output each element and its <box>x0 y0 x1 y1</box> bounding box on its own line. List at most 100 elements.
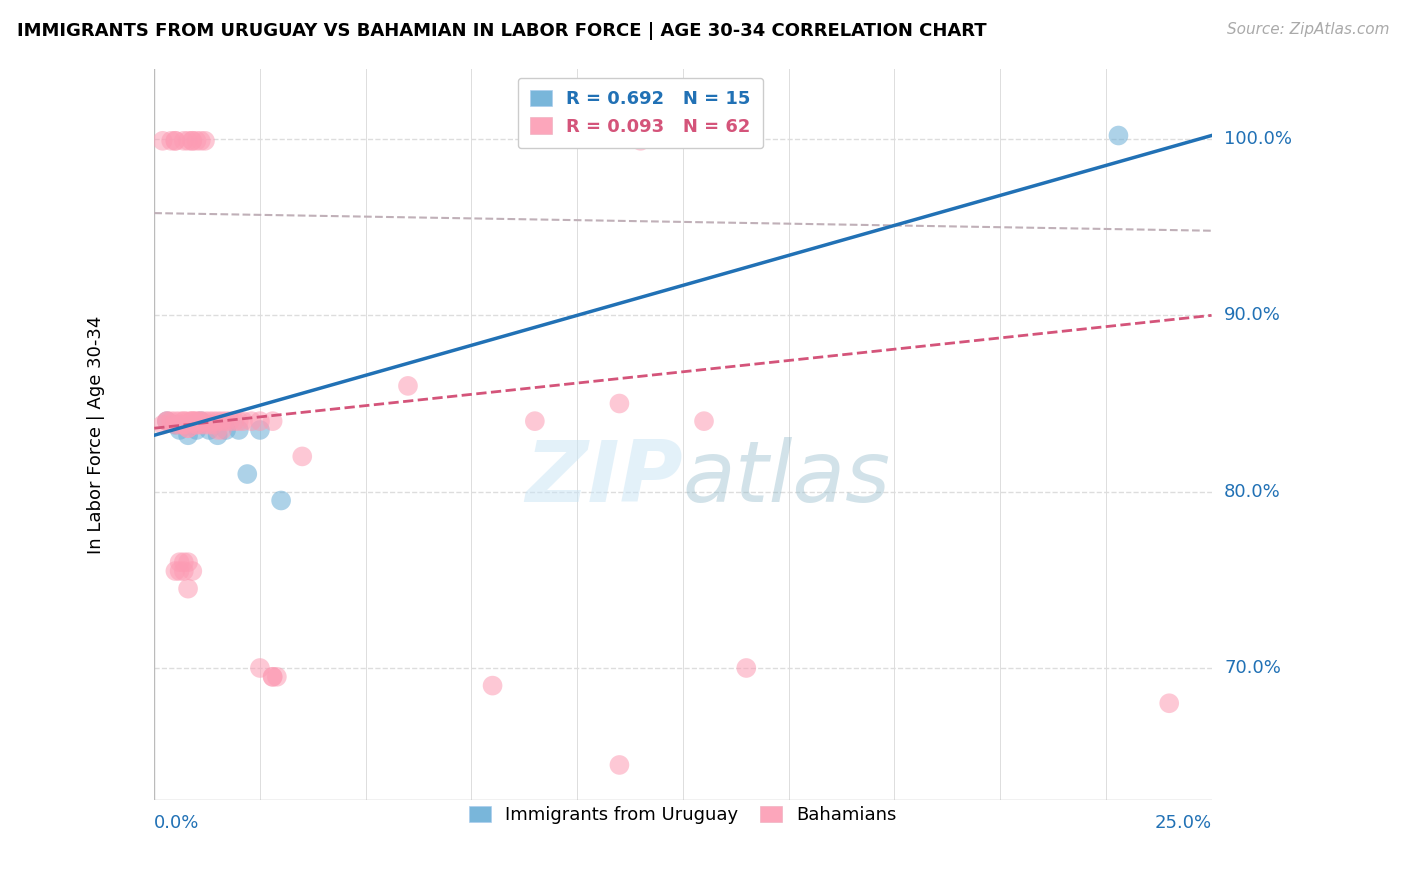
Point <box>181 414 204 428</box>
Point <box>224 414 246 428</box>
Point <box>194 414 217 428</box>
Point <box>177 417 200 432</box>
Point <box>262 670 284 684</box>
Point <box>152 417 174 432</box>
Point <box>173 417 195 432</box>
Point <box>249 414 271 428</box>
Point <box>236 467 259 481</box>
Text: 100.0%: 100.0% <box>1225 130 1292 148</box>
Point <box>219 414 242 428</box>
Point <box>186 414 208 428</box>
Point <box>181 414 204 428</box>
Point <box>186 417 208 432</box>
Point <box>181 414 204 428</box>
Point <box>165 134 187 148</box>
Point <box>207 423 229 437</box>
Point <box>266 670 288 684</box>
Point <box>207 428 229 442</box>
Point <box>173 134 195 148</box>
Point <box>190 414 212 428</box>
Point <box>523 414 546 428</box>
Point <box>177 555 200 569</box>
Point <box>165 414 187 428</box>
Point <box>181 134 204 148</box>
Point <box>169 555 191 569</box>
Point <box>169 564 191 578</box>
Text: 25.0%: 25.0% <box>1154 814 1212 832</box>
Point <box>186 414 208 428</box>
Point <box>177 421 200 435</box>
Point <box>1107 128 1129 143</box>
Point <box>232 414 254 428</box>
Point <box>152 134 174 148</box>
Text: IMMIGRANTS FROM URUGUAY VS BAHAMIAN IN LABOR FORCE | AGE 30-34 CORRELATION CHART: IMMIGRANTS FROM URUGUAY VS BAHAMIAN IN L… <box>17 22 987 40</box>
Point <box>249 661 271 675</box>
Point <box>228 423 250 437</box>
Point <box>181 134 204 148</box>
Point <box>177 134 200 148</box>
Point <box>177 428 200 442</box>
Point <box>211 414 233 428</box>
Text: 80.0%: 80.0% <box>1225 483 1281 500</box>
Point <box>1159 696 1181 710</box>
Point <box>173 555 195 569</box>
Text: 70.0%: 70.0% <box>1225 659 1281 677</box>
Point <box>194 417 217 432</box>
Point <box>190 414 212 428</box>
Point <box>186 134 208 148</box>
Point <box>249 423 271 437</box>
Text: Source: ZipAtlas.com: Source: ZipAtlas.com <box>1226 22 1389 37</box>
Point <box>262 670 284 684</box>
Text: 90.0%: 90.0% <box>1225 306 1281 325</box>
Point <box>240 414 263 428</box>
Text: ZIP: ZIP <box>526 437 683 520</box>
Point <box>165 417 187 432</box>
Text: 0.0%: 0.0% <box>155 814 200 832</box>
Point <box>735 661 758 675</box>
Point <box>177 582 200 596</box>
Point <box>211 423 233 437</box>
Point <box>177 414 200 428</box>
Point <box>173 414 195 428</box>
Point <box>198 423 221 437</box>
Point <box>190 417 212 432</box>
Point <box>190 414 212 428</box>
Point <box>609 396 631 410</box>
Point <box>173 417 195 432</box>
Point <box>173 564 195 578</box>
Point <box>228 414 250 428</box>
Point <box>181 417 204 432</box>
Point <box>186 423 208 437</box>
Text: In Labor Force | Age 30-34: In Labor Force | Age 30-34 <box>87 315 105 554</box>
Legend: Immigrants from Uruguay, Bahamians: Immigrants from Uruguay, Bahamians <box>458 795 907 835</box>
Point <box>165 134 187 148</box>
Point <box>198 414 221 428</box>
Point <box>169 423 191 437</box>
Point <box>156 414 179 428</box>
Point <box>194 134 217 148</box>
Point <box>198 417 221 432</box>
Point <box>190 134 212 148</box>
Point <box>177 421 200 435</box>
Point <box>262 414 284 428</box>
Point <box>186 417 208 432</box>
Point <box>169 417 191 432</box>
Point <box>156 414 179 428</box>
Point <box>160 134 183 148</box>
Point <box>693 414 716 428</box>
Point <box>396 379 419 393</box>
Point <box>481 679 503 693</box>
Point <box>202 417 225 432</box>
Point <box>291 450 314 464</box>
Point <box>165 417 187 432</box>
Point <box>181 564 204 578</box>
Point <box>160 414 183 428</box>
Point <box>609 758 631 772</box>
Point <box>173 414 195 428</box>
Point <box>156 414 179 428</box>
Point <box>202 414 225 428</box>
Point <box>270 493 292 508</box>
Point <box>215 423 238 437</box>
Point <box>215 414 238 428</box>
Text: atlas: atlas <box>683 437 891 520</box>
